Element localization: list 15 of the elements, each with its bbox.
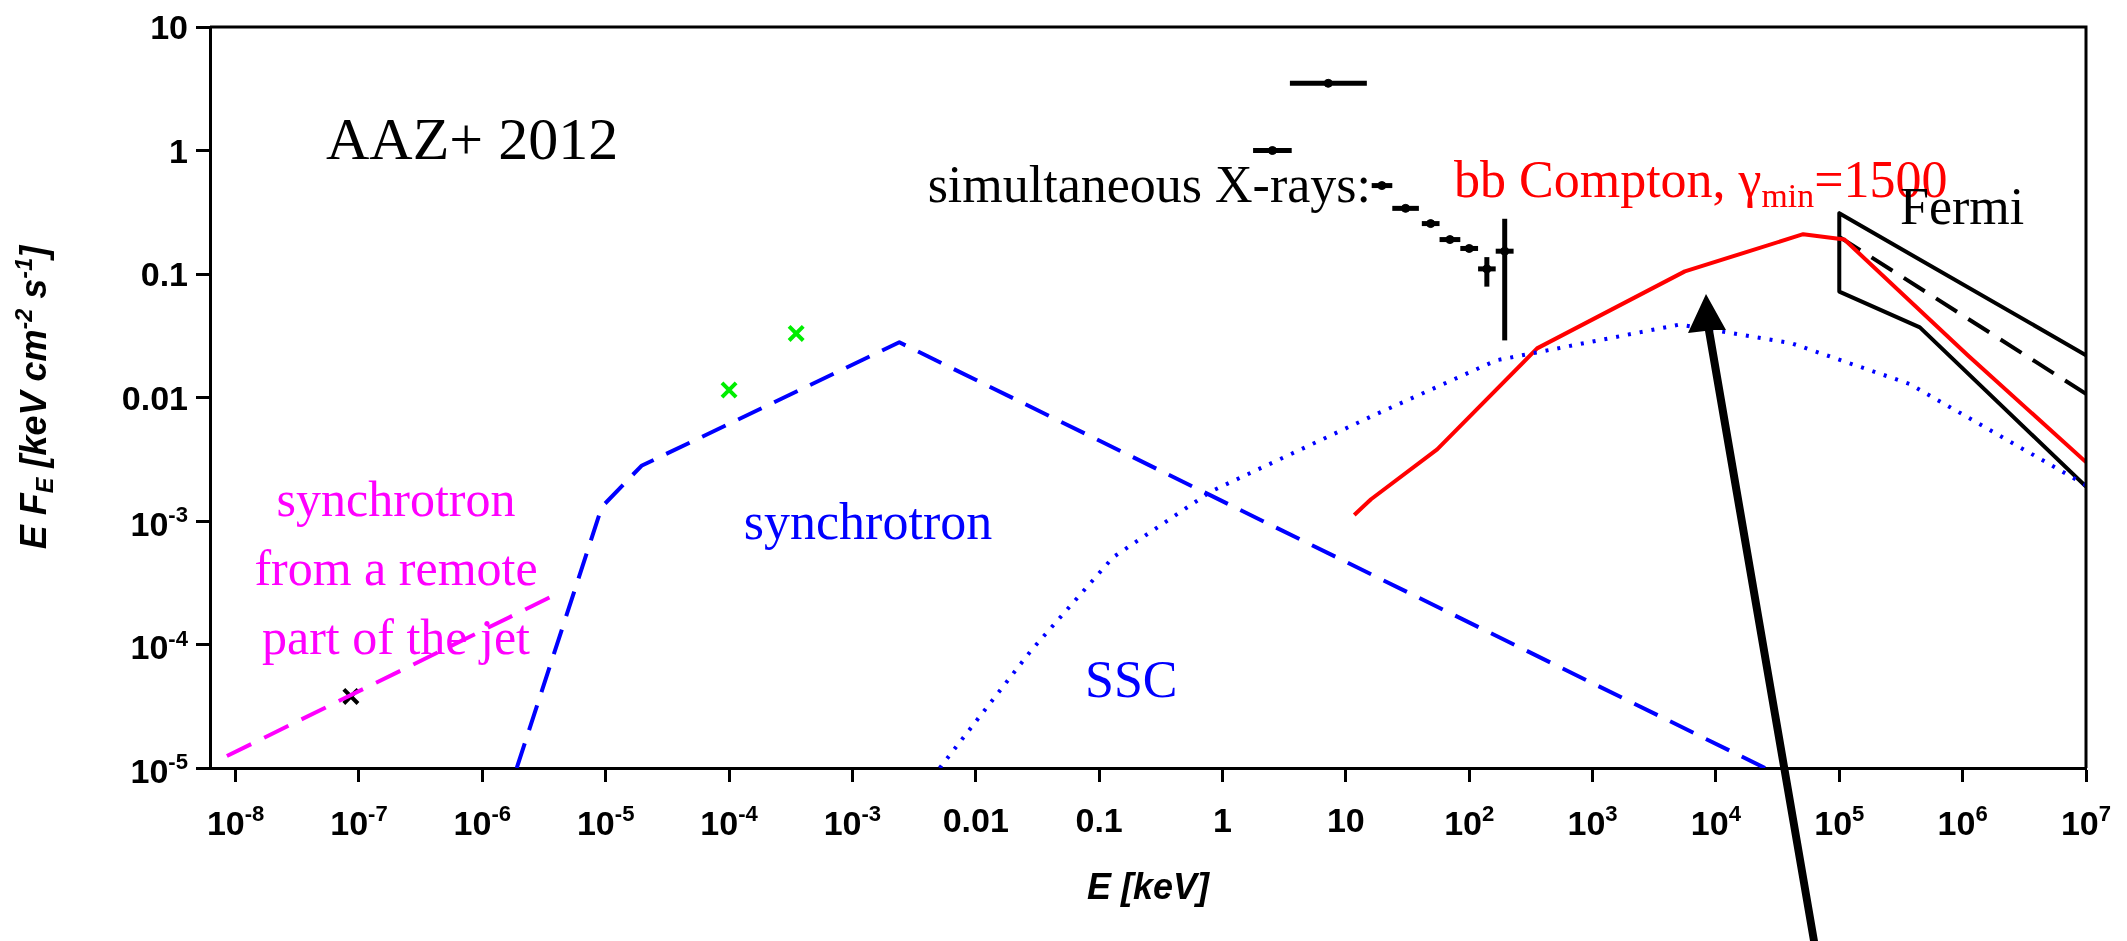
x-tick-label: 10	[1326, 801, 1365, 840]
series-label: SSC	[1085, 650, 1178, 708]
y-tick-label: 0.1	[140, 255, 188, 294]
series-label: synchrotron	[743, 492, 993, 550]
annotation: AAZ+ 2012	[326, 105, 619, 172]
series-label: synchrotron from a remote part of the jet	[254, 471, 538, 665]
y-tick-label: 1	[169, 131, 189, 170]
y-tick-label: 0.01	[121, 378, 189, 417]
series-label: simultaneous X-rays:	[927, 155, 1371, 213]
x-tick-label: 1	[1213, 801, 1232, 840]
y-tick-label: 10	[150, 8, 189, 47]
x-tick-label: 0.01	[942, 801, 1009, 840]
x-tick-label: 0.1	[1075, 801, 1123, 840]
x-axis-title: E [keV]	[1086, 865, 1211, 907]
y-axis-title: E FE [keV cm-2 s-1]	[10, 244, 59, 550]
